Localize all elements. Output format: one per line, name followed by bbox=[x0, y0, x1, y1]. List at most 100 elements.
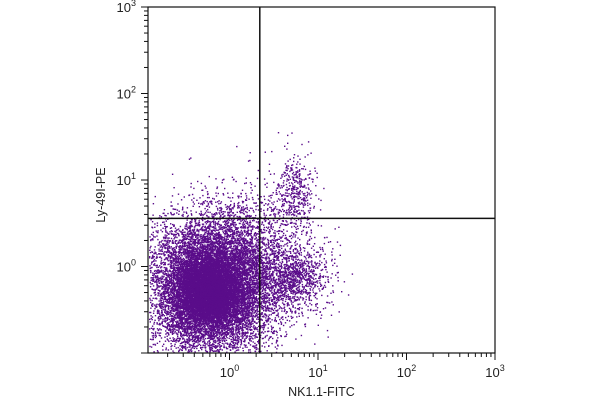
event-dot bbox=[270, 325, 273, 327]
event-dot bbox=[248, 280, 250, 283]
event-dot bbox=[174, 227, 177, 229]
event-dot bbox=[192, 249, 195, 252]
event-dot bbox=[184, 251, 187, 253]
event-dot bbox=[238, 330, 240, 332]
event-dot bbox=[186, 338, 188, 340]
event-dot bbox=[154, 332, 157, 335]
event-dot bbox=[178, 235, 180, 237]
event-dot bbox=[216, 187, 218, 190]
event-dot bbox=[167, 324, 169, 327]
event-dot bbox=[240, 209, 242, 212]
event-dot bbox=[150, 233, 153, 236]
event-dot bbox=[214, 326, 216, 328]
event-dot bbox=[150, 219, 152, 221]
event-dot bbox=[174, 237, 176, 239]
event-dot bbox=[230, 224, 232, 226]
event-dot bbox=[154, 319, 156, 321]
event-dot bbox=[205, 223, 208, 225]
event-dot bbox=[256, 252, 258, 254]
event-dot bbox=[237, 195, 239, 197]
event-dot bbox=[235, 332, 237, 335]
event-dot bbox=[201, 202, 203, 205]
event-dot bbox=[205, 343, 207, 345]
event-dot bbox=[208, 347, 211, 349]
event-dot bbox=[216, 337, 218, 340]
event-dot bbox=[257, 341, 260, 343]
event-dot bbox=[174, 270, 177, 273]
event-dot bbox=[197, 223, 199, 226]
event-dot bbox=[215, 252, 217, 254]
event-dot bbox=[189, 227, 191, 229]
event-dot bbox=[216, 222, 218, 225]
event-dot bbox=[194, 238, 196, 241]
event-dot bbox=[181, 346, 183, 348]
event-dot bbox=[206, 239, 208, 241]
event-dot bbox=[254, 337, 256, 339]
event-dot bbox=[255, 287, 257, 289]
event-dot bbox=[253, 302, 256, 304]
event-dot bbox=[179, 348, 181, 350]
event-dot bbox=[231, 233, 233, 236]
event-dot bbox=[179, 331, 182, 333]
event-dot bbox=[175, 339, 178, 341]
event-dot bbox=[262, 337, 264, 340]
event-dot bbox=[207, 337, 210, 339]
event-dot bbox=[175, 275, 177, 277]
event-dot bbox=[172, 313, 175, 315]
event-dot bbox=[171, 265, 173, 268]
event-dot bbox=[270, 210, 273, 212]
event-dot bbox=[252, 341, 254, 343]
event-dot bbox=[199, 327, 202, 330]
event-dot bbox=[251, 297, 253, 299]
event-dot bbox=[192, 323, 195, 325]
event-dot bbox=[248, 338, 250, 340]
event-dot bbox=[268, 271, 271, 273]
event-dot bbox=[256, 318, 258, 320]
event-dot bbox=[285, 335, 287, 337]
event-dot bbox=[206, 191, 209, 193]
event-dot bbox=[234, 334, 236, 336]
event-dot bbox=[265, 245, 267, 247]
event-dot bbox=[191, 214, 193, 216]
event-dot bbox=[153, 275, 155, 277]
event-dot bbox=[268, 282, 271, 284]
event-dot bbox=[167, 339, 169, 341]
event-dot bbox=[198, 337, 200, 340]
event-dot bbox=[227, 274, 229, 276]
event-dot bbox=[218, 338, 221, 340]
event-dot bbox=[197, 230, 199, 232]
event-dot bbox=[220, 234, 222, 236]
event-dot bbox=[178, 239, 181, 242]
event-dot bbox=[192, 345, 194, 347]
event-dot bbox=[228, 246, 231, 248]
event-dot bbox=[157, 278, 159, 280]
event-dot bbox=[272, 326, 274, 329]
event-dot bbox=[199, 340, 201, 343]
event-dot bbox=[218, 334, 220, 336]
event-dot bbox=[246, 222, 249, 224]
event-dot bbox=[302, 299, 304, 301]
event-dot bbox=[229, 208, 231, 210]
event-dot bbox=[254, 307, 256, 309]
event-dot bbox=[187, 342, 189, 344]
event-dot bbox=[243, 326, 245, 329]
event-dot bbox=[250, 335, 252, 338]
event-dot bbox=[255, 334, 257, 336]
event-dot bbox=[271, 278, 273, 280]
event-dot bbox=[158, 332, 160, 334]
event-dot bbox=[262, 287, 264, 289]
event-dot bbox=[284, 234, 287, 237]
event-dot bbox=[152, 257, 154, 259]
event-dot bbox=[214, 350, 217, 352]
event-dot bbox=[165, 295, 167, 298]
event-dot bbox=[152, 343, 154, 346]
event-dot bbox=[205, 251, 207, 254]
event-dot bbox=[160, 249, 162, 251]
event-dot bbox=[260, 318, 262, 320]
event-dot bbox=[168, 284, 170, 287]
event-dot bbox=[184, 332, 186, 334]
event-dot bbox=[236, 290, 238, 292]
event-dot bbox=[173, 295, 175, 297]
event-dot bbox=[202, 241, 204, 244]
event-dot bbox=[291, 297, 294, 299]
